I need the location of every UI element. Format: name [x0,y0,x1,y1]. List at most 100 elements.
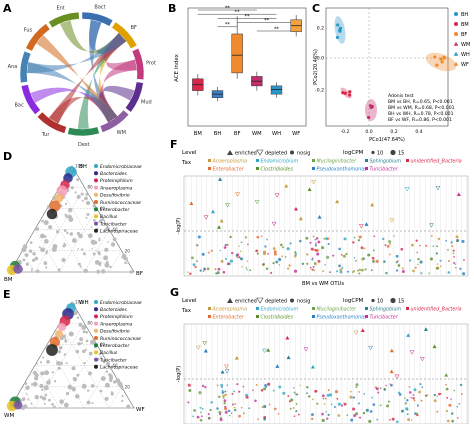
manhattan-point [310,247,314,251]
manhattan-point [313,269,316,272]
manhattan-point [332,254,335,257]
manhattan-point [256,235,260,239]
manhattan-point [362,411,366,415]
manhattan-point [255,383,258,386]
ternary-legend-marker [94,328,98,333]
ternary-highlight-point [54,329,64,339]
ternary-point [124,261,127,265]
ternary-point [75,349,80,354]
manhattan-enriched-point [406,333,411,337]
manhattan-point [397,264,401,267]
manhattan-point [358,391,361,393]
ternary-tick-label: 80 [87,185,93,190]
ternary-point [59,361,63,366]
pcoa-legend: BH BM BF WM WH WF [453,12,470,68]
manhattan-point [385,271,388,275]
manhattan-point [426,394,429,397]
manhattan-enriched-point [389,348,394,353]
manhattan-depleted-point [271,221,277,227]
manhattan-point [313,262,316,265]
ternary-point [22,244,28,249]
manhattan-point [357,269,359,272]
manhattan-point [255,249,259,253]
ternary-point [31,267,33,270]
manhattan-point [260,388,264,392]
ternary-point [72,376,78,382]
manhattan-point [338,247,341,251]
ternary-corner-label-right: BF [136,271,143,277]
ternary-point [63,353,67,356]
manhattan-tax-swatch [406,307,409,310]
manhattan-tax-label: unidentified_Bacteria [411,159,462,165]
ternary-point [34,376,39,381]
manhattan-point [270,271,273,274]
ternary-gridline [59,208,97,273]
manhattan-point [219,418,223,422]
manhattan-point [409,391,412,394]
manhattan-point [395,254,399,258]
manhattan-tax-swatch [365,167,368,170]
manhattan-point [223,246,227,249]
manhattan-point [339,270,343,274]
manhattan-point [446,397,449,399]
manhattan-point [262,252,266,256]
ternary-point [28,249,33,254]
ternary-point [109,375,113,380]
ternary-corner-label-top: WH [79,300,89,306]
manhattan-point [233,406,236,409]
manhattan-point [430,235,433,237]
manhattan-point [221,389,224,392]
manhattan-point [382,237,385,241]
ternary-point [34,394,40,400]
manhattan-point [379,387,382,390]
manhattan-point [445,383,447,386]
ternary-legend-label: Desulfovibrio [100,193,130,199]
ternary-point [107,241,109,243]
manhattan-point [230,251,234,255]
ternary-legend-label: Turicibacter [100,221,128,227]
ternary-point [45,266,48,269]
chord-sector-label: Dest [78,142,90,148]
ternary-triangle [9,301,135,409]
ternary-point [36,362,38,365]
manhattan-point [219,249,222,252]
manhattan-point [343,402,347,406]
manhattan-point [192,415,195,418]
pcoa-x-tick-label: -0.2 [341,129,350,135]
pcoa-adonis-line: BM vs BH, R=0.65, P<0.001 [388,99,453,105]
ternary-highlight-point [57,322,67,332]
manhattan-point [314,389,317,393]
manhattan-point [224,393,227,397]
pcoa-adonis-line: Adonis test [388,93,414,99]
manhattan-point [198,391,202,395]
manhattan-point [277,412,280,415]
manhattan-point [355,386,358,389]
manhattan-point [433,399,437,403]
manhattan-point [263,404,267,409]
manhattan-point [289,407,292,410]
ternary-tick-label: 100 [75,164,83,169]
manhattan-point [353,414,357,418]
manhattan-enriched-point [217,225,222,229]
manhattan-point [330,403,333,406]
manhattan-point [231,403,234,406]
ternary-point [121,394,124,398]
manhattan-point [385,384,387,387]
manhattan-point [375,387,379,391]
box-x-tick-label: WM [252,131,262,137]
ternary-point [67,384,73,390]
manhattan-point [278,385,282,389]
ternary-gridline [22,250,35,273]
chord-sector-label: Ent [56,5,64,11]
manhattan-tax-label: Mucilaginibacter [317,159,358,165]
manhattan-point [278,264,281,266]
manhattan-point [406,399,409,402]
ternary-gridline [109,250,122,273]
manhattan-point [192,263,196,267]
manhattan-point [352,241,355,244]
box-x-tick-label: WF [292,131,300,137]
manhattan-point [193,408,197,412]
manhattan-point [264,245,267,248]
manhattan-point [463,259,465,262]
manhattan-point [384,244,387,246]
